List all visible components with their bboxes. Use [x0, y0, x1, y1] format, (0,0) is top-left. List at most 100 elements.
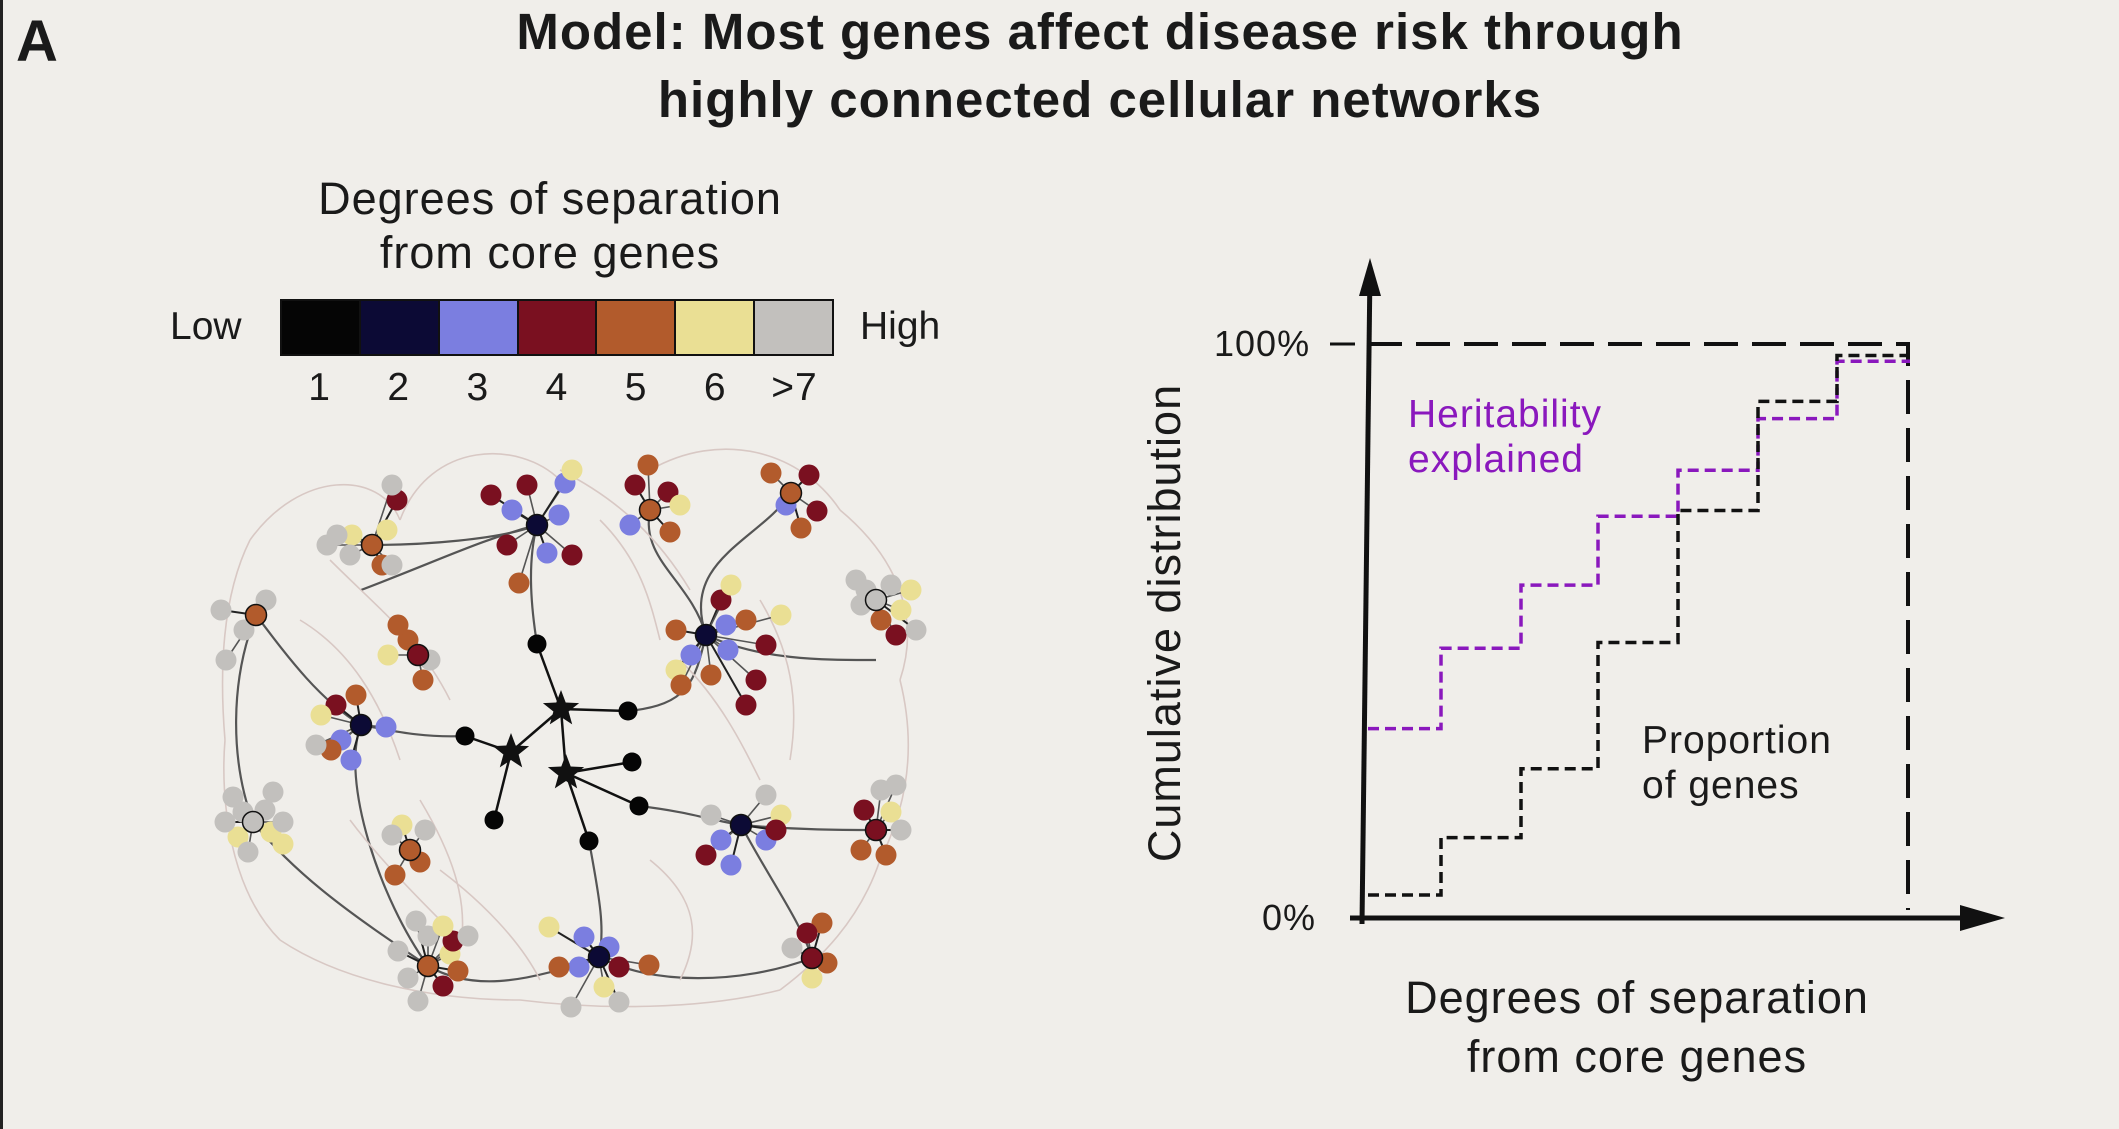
gene-node-farleft-2 — [215, 649, 237, 671]
gene-hub-bottomright — [800, 946, 824, 970]
gene-hub-leftlow2 — [398, 838, 422, 862]
gene-node-topleft-1 — [339, 544, 361, 566]
gene-node-bottomleft-10 — [432, 915, 454, 937]
network-link-faint-16 — [439, 869, 541, 981]
gene-hub-top — [525, 513, 549, 537]
gene-node-right-6 — [665, 619, 687, 641]
gene-node-bottom-4 — [638, 954, 660, 976]
gene-hub-left — [406, 643, 430, 667]
gene-node-leftlow-6 — [222, 786, 244, 808]
gene-node-farrightlow-2 — [850, 839, 872, 861]
series-step-heritability — [1368, 359, 1910, 731]
gene-node-bottomleft-4 — [417, 925, 439, 947]
gene-node-left-2 — [377, 644, 399, 666]
gene-node-rightlow-4 — [755, 784, 777, 806]
core-spoke-3 — [492, 751, 513, 821]
gene-node-bottomleft-7 — [407, 990, 429, 1012]
gene-node-farrightlow-5 — [885, 774, 907, 796]
gene-node-bottom-9 — [538, 916, 560, 938]
first-degree-node-1 — [618, 701, 638, 721]
gene-node-farrightlow-6 — [890, 819, 912, 841]
color-scale-number-6: 6 — [703, 366, 727, 409]
gene-node-leftlow-7 — [262, 781, 284, 803]
gene-node-leftlow2-1 — [381, 824, 403, 846]
gene-hub-rightlow — [729, 813, 753, 837]
gene-node-top-1 — [548, 504, 570, 526]
gene-network-diagram — [210, 448, 927, 1018]
y-axis-label: Cumulative distribution — [1139, 383, 1190, 863]
gene-node-bottomright-3 — [811, 912, 833, 934]
gene-node-rightlow-7 — [700, 804, 722, 826]
gene-node-farrightlow-3 — [875, 844, 897, 866]
gene-node-leftlow2-2 — [414, 819, 436, 841]
network-link-faint-3 — [839, 509, 909, 681]
gene-node-leftmid-6 — [340, 749, 362, 771]
color-scale-number-4: 4 — [545, 366, 569, 409]
gene-hub-farright — [864, 588, 888, 612]
legend-title-line-2: from core genes — [379, 227, 721, 278]
gene-hub-bottom — [587, 945, 611, 969]
network-link-faint-12 — [649, 859, 694, 981]
gene-node-farright-0 — [880, 574, 902, 596]
gene-node-bottom-2 — [568, 956, 590, 978]
gene-node-leftmid-2 — [375, 716, 397, 738]
gene-node-top-2 — [496, 534, 518, 556]
gene-node-right-0 — [715, 614, 737, 636]
network-nodes — [210, 454, 927, 1018]
gene-node-bottom-1 — [608, 956, 630, 978]
gene-node-right-7 — [755, 634, 777, 656]
network-link-faint-17 — [679, 659, 761, 781]
gene-node-leftlow2-4 — [384, 864, 406, 886]
series-label-proportion-line-2: of genes — [1642, 764, 1800, 807]
gene-node-bottomleft-0 — [432, 975, 454, 997]
gene-node-topmid-0 — [624, 474, 646, 496]
color-swatch-7 — [755, 301, 833, 354]
gene-node-top-4 — [516, 474, 538, 496]
first-degree-node-6 — [579, 831, 599, 851]
panel-letter: A — [16, 9, 58, 74]
network-link-dark-8 — [354, 724, 429, 967]
gene-node-topright-1 — [806, 500, 828, 522]
series-label-heritability-line-2: explained — [1408, 438, 1584, 481]
gene-node-topright-0 — [798, 464, 820, 486]
gene-node-bottom-6 — [608, 991, 630, 1013]
network-link-faint-7 — [279, 939, 521, 1001]
plot-series-steps — [1368, 342, 1910, 910]
first-degree-node-4 — [622, 752, 642, 772]
gene-node-rightlow-6 — [765, 819, 787, 841]
first-degree-node-2 — [455, 726, 475, 746]
color-scale-bar — [280, 299, 834, 356]
gene-node-right-4 — [735, 609, 757, 631]
color-swatch-6 — [676, 301, 756, 354]
network-link-faint-5 — [779, 859, 881, 991]
gene-node-topleft-8 — [381, 474, 403, 496]
gene-node-farleft-3 — [210, 599, 232, 621]
color-scale-number-1: 1 — [308, 366, 331, 409]
gene-node-topright-4 — [760, 462, 782, 484]
gene-node-farright-6 — [905, 619, 927, 641]
gene-node-top-3 — [536, 542, 558, 564]
series-label-heritability: Heritability explained — [1408, 392, 1602, 482]
core-spoke-0 — [535, 643, 563, 710]
network-link-dark-6 — [647, 509, 708, 636]
gene-hub-leftmid — [349, 713, 373, 737]
gene-node-leftlow-5 — [272, 833, 294, 855]
legend-title-line-1: Degrees of separation — [318, 173, 782, 224]
core-spoke-1 — [560, 707, 629, 713]
network-link-faint-9 — [221, 539, 251, 741]
legend-high-label: High — [860, 305, 941, 348]
gene-node-right-8 — [745, 669, 767, 691]
core-gene-star-2 — [547, 754, 585, 789]
gene-node-topleft-7 — [381, 554, 403, 576]
gene-node-topmid-2 — [619, 514, 641, 536]
gene-hub-bottomleft — [416, 954, 440, 978]
gene-node-farright-2 — [890, 599, 912, 621]
gene-node-leftmid-4 — [310, 704, 332, 726]
series-label-proportion-line-1: Proportion — [1642, 719, 1832, 762]
network-link-faint-19 — [599, 519, 661, 641]
color-scale-number-5: 5 — [624, 366, 648, 409]
color-swatch-3 — [439, 301, 519, 354]
gene-node-leftlow-4 — [237, 841, 259, 863]
gene-node-right-1 — [717, 639, 739, 661]
